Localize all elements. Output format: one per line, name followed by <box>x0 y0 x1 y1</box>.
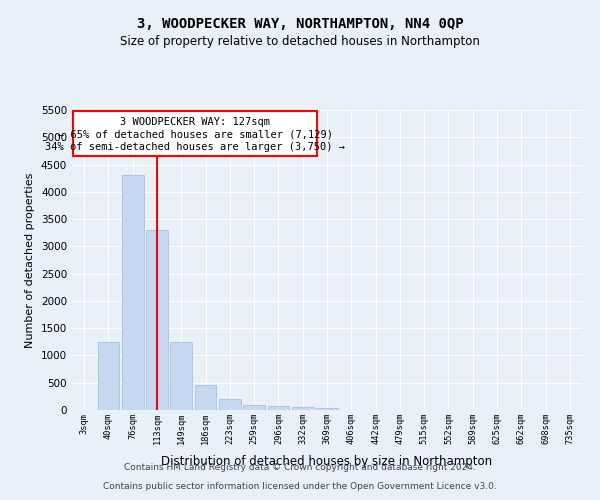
Text: ← 65% of detached houses are smaller (7,129): ← 65% of detached houses are smaller (7,… <box>58 130 333 140</box>
Text: Contains HM Land Registry data © Crown copyright and database right 2024.: Contains HM Land Registry data © Crown c… <box>124 464 476 472</box>
X-axis label: Distribution of detached houses by size in Northampton: Distribution of detached houses by size … <box>161 456 493 468</box>
Bar <box>97 342 119 410</box>
Text: 3 WOODPECKER WAY: 127sqm: 3 WOODPECKER WAY: 127sqm <box>120 118 270 128</box>
Text: Contains public sector information licensed under the Open Government Licence v3: Contains public sector information licen… <box>103 482 497 491</box>
Bar <box>243 404 265 410</box>
Bar <box>122 176 143 410</box>
Bar <box>316 408 338 410</box>
Bar <box>194 386 217 410</box>
Bar <box>170 342 192 410</box>
Bar <box>146 230 168 410</box>
Text: 34% of semi-detached houses are larger (3,750) →: 34% of semi-detached houses are larger (… <box>45 142 345 152</box>
Bar <box>219 399 241 410</box>
Bar <box>292 408 314 410</box>
Y-axis label: Number of detached properties: Number of detached properties <box>25 172 35 348</box>
Bar <box>268 406 289 410</box>
Bar <box>73 111 317 156</box>
Text: Size of property relative to detached houses in Northampton: Size of property relative to detached ho… <box>120 35 480 48</box>
Text: 3, WOODPECKER WAY, NORTHAMPTON, NN4 0QP: 3, WOODPECKER WAY, NORTHAMPTON, NN4 0QP <box>137 18 463 32</box>
